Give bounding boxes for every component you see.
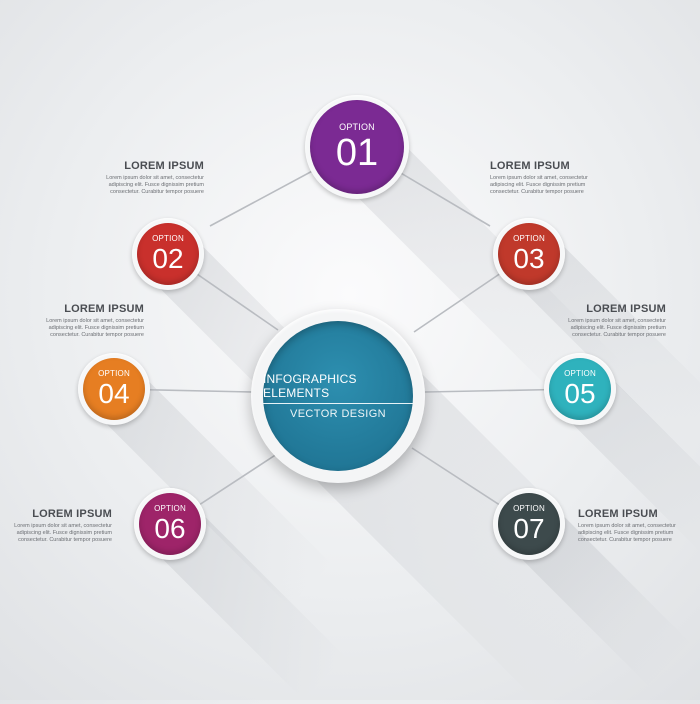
option-06-fill: OPTION 06 bbox=[139, 493, 201, 555]
label-body: Lorem ipsum dolor sit amet, consectetur … bbox=[568, 318, 666, 338]
option-07-circle[interactable]: OPTION 07 bbox=[493, 488, 565, 560]
option-number: 07 bbox=[513, 513, 545, 544]
option-word: OPTION bbox=[513, 234, 545, 243]
center-subtitle: VECTOR DESIGN bbox=[289, 408, 387, 420]
option-number: 04 bbox=[98, 378, 130, 409]
label-option-06: LOREM IPSUM Lorem ipsum dolor sit amet, … bbox=[2, 508, 112, 544]
option-01-fill: OPTION 01 bbox=[310, 100, 404, 194]
option-word: OPTION bbox=[154, 504, 186, 513]
option-word: OPTION bbox=[98, 369, 130, 378]
option-word: OPTION bbox=[339, 121, 375, 132]
option-05-circle[interactable]: OPTION 05 bbox=[544, 353, 616, 425]
option-02-circle[interactable]: OPTION 02 bbox=[132, 218, 204, 290]
label-option-05: LOREM IPSUM Lorem ipsum dolor sit amet, … bbox=[556, 303, 666, 339]
option-02-fill: OPTION 02 bbox=[137, 223, 199, 285]
option-number: 06 bbox=[154, 513, 186, 544]
label-top-right: LOREM IPSUM Lorem ipsum dolor sit amet, … bbox=[490, 160, 600, 196]
label-body: Lorem ipsum dolor sit amet, consectetur … bbox=[14, 523, 112, 543]
option-03-circle[interactable]: OPTION 03 bbox=[493, 218, 565, 290]
label-heading: LOREM IPSUM bbox=[32, 508, 112, 520]
option-03-fill: OPTION 03 bbox=[498, 223, 560, 285]
option-07-fill: OPTION 07 bbox=[498, 493, 560, 555]
option-01-circle[interactable]: OPTION 01 bbox=[305, 95, 409, 199]
option-04-fill: OPTION 04 bbox=[83, 358, 145, 420]
option-05-fill: OPTION 05 bbox=[549, 358, 611, 420]
label-body: Lorem ipsum dolor sit amet, consectetur … bbox=[490, 175, 588, 195]
label-body: Lorem ipsum dolor sit amet, consectetur … bbox=[578, 523, 676, 543]
center-circle: INFOGRAPHICS ELEMENTS VECTOR DESIGN bbox=[251, 309, 425, 483]
center-core: INFOGRAPHICS ELEMENTS VECTOR DESIGN bbox=[263, 321, 413, 471]
label-heading: LOREM IPSUM bbox=[64, 303, 144, 315]
label-heading: LOREM IPSUM bbox=[578, 508, 658, 520]
label-body: Lorem ipsum dolor sit amet, consectetur … bbox=[46, 318, 144, 338]
option-04-circle[interactable]: OPTION 04 bbox=[78, 353, 150, 425]
option-word: OPTION bbox=[564, 369, 596, 378]
label-top-left: LOREM IPSUM Lorem ipsum dolor sit amet, … bbox=[94, 160, 204, 196]
label-heading: LOREM IPSUM bbox=[586, 303, 666, 315]
option-word: OPTION bbox=[152, 234, 184, 243]
option-06-circle[interactable]: OPTION 06 bbox=[134, 488, 206, 560]
label-heading: LOREM IPSUM bbox=[124, 160, 204, 172]
label-option-04: LOREM IPSUM Lorem ipsum dolor sit amet, … bbox=[34, 303, 144, 339]
option-word: OPTION bbox=[513, 504, 545, 513]
option-number: 03 bbox=[513, 243, 545, 274]
label-heading: LOREM IPSUM bbox=[490, 160, 570, 172]
label-option-07: LOREM IPSUM Lorem ipsum dolor sit amet, … bbox=[578, 508, 688, 544]
option-number: 05 bbox=[564, 378, 596, 409]
option-number: 01 bbox=[335, 131, 379, 174]
option-number: 02 bbox=[152, 243, 184, 274]
center-title: INFOGRAPHICS ELEMENTS bbox=[263, 372, 413, 404]
label-body: Lorem ipsum dolor sit amet, consectetur … bbox=[106, 175, 204, 195]
